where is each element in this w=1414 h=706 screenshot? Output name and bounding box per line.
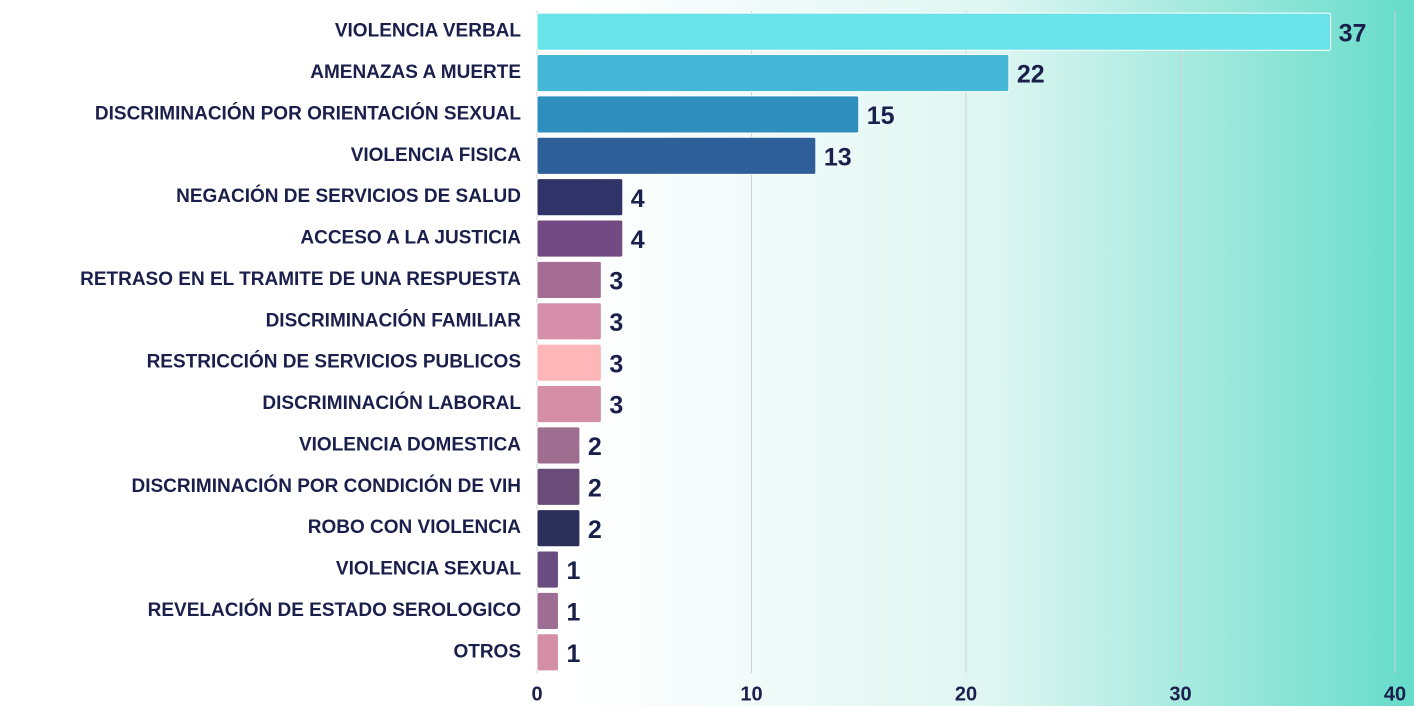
value-label: 1 [566, 599, 580, 627]
bar [536, 467, 581, 506]
bar [536, 260, 602, 300]
y-tick-label: RETRASO EN EL TRAMITE DE UNA RESPUESTA [80, 269, 521, 290]
bar [536, 343, 602, 382]
y-tick-label: VIOLENCIA DOMESTICA [299, 434, 521, 455]
y-tick-label: NEGACIÓN DE SERVICIOS DE SALUD [176, 185, 521, 207]
value-label: 3 [609, 392, 623, 420]
value-label: 2 [588, 433, 602, 461]
value-label: 22 [1017, 61, 1045, 89]
value-label: 4 [631, 226, 645, 254]
x-tick-label: 30 [1169, 683, 1191, 705]
y-tick-label: RESTRICCIÓN DE SERVICIOS PUBLICOS [147, 351, 521, 373]
bar [536, 426, 581, 465]
y-tick-label: DISCRIMINACIÓN POR CONDICIÓN DE VIH [131, 475, 521, 497]
y-tick-label: VIOLENCIA FISICA [351, 145, 522, 166]
bar [536, 509, 581, 548]
bar [536, 219, 624, 258]
x-tick-label: 20 [955, 683, 977, 705]
y-tick-label: DISCRIMINACIÓN LABORAL [262, 392, 521, 414]
value-label: 2 [588, 516, 602, 544]
value-label: 15 [867, 102, 895, 130]
bar [536, 550, 559, 589]
value-label: 4 [631, 185, 645, 213]
y-tick-label: DISCRIMINACIÓN POR ORIENTACIÓN SEXUAL [95, 102, 522, 124]
bar [536, 12, 1332, 51]
value-label: 13 [824, 143, 852, 171]
bar [536, 178, 624, 217]
bar [536, 633, 559, 672]
x-tick-label: 10 [740, 683, 762, 705]
value-label: 1 [566, 557, 580, 585]
value-label: 37 [1339, 19, 1367, 47]
value-label: 3 [609, 268, 623, 296]
value-label: 3 [609, 309, 623, 337]
y-tick-label: ROBO CON VIOLENCIA [308, 517, 522, 538]
x-tick-label: 0 [531, 683, 542, 705]
x-tick-label: 40 [1384, 683, 1406, 705]
value-label: 3 [609, 350, 623, 378]
y-tick-label: AMENAZAS A MUERTE [310, 62, 521, 83]
bar [536, 136, 817, 175]
bar [536, 95, 860, 134]
y-tick-label: VIOLENCIA VERBAL [335, 21, 522, 42]
value-label: 2 [588, 474, 602, 502]
y-tick-label: ACCESO A LA JUSTICIA [300, 228, 521, 249]
y-tick-label: OTROS [453, 641, 521, 662]
y-tick-label: REVELACIÓN DE ESTADO SEROLOGICO [148, 599, 521, 621]
y-tick-label: VIOLENCIA SEXUAL [336, 559, 521, 580]
bar [536, 302, 602, 341]
y-tick-label: DISCRIMINACIÓN FAMILIAR [266, 309, 522, 331]
value-label: 1 [566, 640, 580, 668]
bar [536, 53, 1010, 93]
bar [536, 591, 559, 631]
bar [536, 384, 602, 424]
